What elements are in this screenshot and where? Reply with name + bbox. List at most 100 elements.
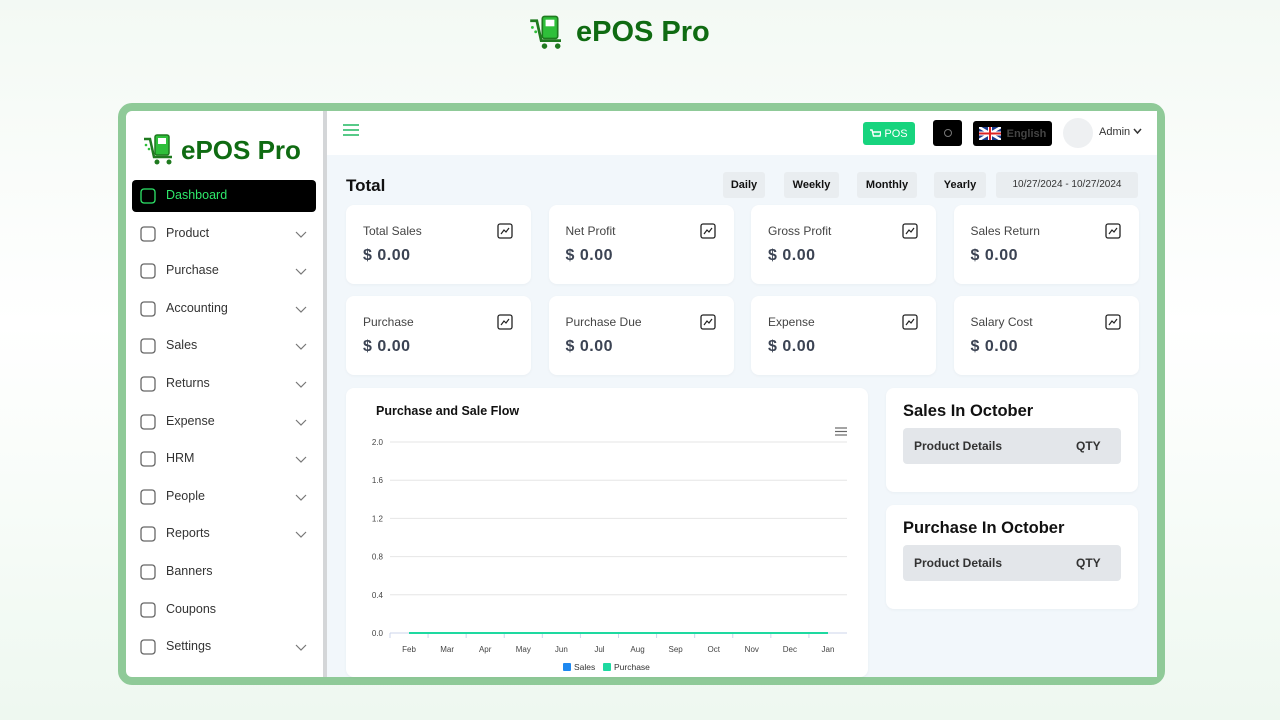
- menu-item[interactable]: Reports: [132, 518, 316, 550]
- chevron-shape: [295, 231, 307, 238]
- icon-detail: [500, 227, 510, 235]
- stat-card: Sales Return $ 0.00: [953, 205, 1139, 284]
- brand-title: ePOS Pro: [576, 16, 710, 48]
- avatar[interactable]: [1063, 118, 1093, 148]
- menu-label: Accounting: [166, 300, 228, 315]
- menu-item[interactable]: Coupons: [132, 594, 316, 626]
- chart-menu[interactable]: [835, 427, 847, 436]
- stat-label: Purchase: [363, 315, 414, 329]
- x-tick-label: Mar: [440, 645, 454, 654]
- icon-shape: [1104, 314, 1121, 330]
- menu-label: HRM: [166, 451, 195, 466]
- menu-icon: [140, 489, 156, 505]
- cart-shape: [870, 128, 882, 137]
- icon-shape: [140, 413, 156, 430]
- filter-button[interactable]: Yearly: [934, 172, 986, 198]
- legend-swatch: [603, 663, 611, 671]
- chevron: [295, 306, 307, 313]
- chevron: [295, 268, 307, 276]
- chevron-shape: [1133, 128, 1142, 135]
- filter-button[interactable]: Weekly: [784, 172, 839, 198]
- icon-shape: [902, 223, 918, 239]
- icon-detail: [905, 318, 915, 326]
- menu-item[interactable]: HRM: [132, 443, 316, 475]
- sun-shape: [943, 129, 952, 137]
- y-tick-label: 1.6: [372, 476, 384, 485]
- menu-toggle[interactable]: [342, 124, 360, 138]
- chevron-shape: [295, 494, 307, 501]
- stat-value: $ 0.00: [363, 247, 411, 264]
- chevron: [295, 381, 307, 388]
- cart: [530, 19, 561, 42]
- theme-toggle[interactable]: [933, 120, 962, 146]
- icon-shape: [140, 225, 156, 242]
- chevron-shape: [295, 531, 307, 539]
- pos-button[interactable]: POS: [863, 122, 915, 145]
- cart-icon: [870, 128, 882, 137]
- chevron-shape: [295, 644, 307, 652]
- menu-item[interactable]: Settings: [132, 631, 316, 663]
- sidebar-divider: [323, 111, 327, 677]
- chevron-shape: [295, 381, 307, 388]
- language-button[interactable]: English: [973, 121, 1052, 146]
- menu-label: People: [166, 488, 205, 503]
- cart: [144, 137, 172, 159]
- menu-item[interactable]: Sales: [132, 330, 316, 362]
- stat-icon: [902, 223, 918, 239]
- chart: Purchase and Sale Flow 0.0 0.4 0.8 1.2 1.6 2.0…: [372, 404, 847, 672]
- screen: [545, 19, 555, 27]
- stat-value: $ 0.00: [768, 247, 816, 264]
- stat-value: $ 0.00: [363, 338, 411, 355]
- menu-label: Dashboard: [166, 188, 228, 202]
- icon-shape: [902, 314, 918, 330]
- date-range[interactable]: 10/27/2024 - 10/27/2024: [996, 172, 1138, 198]
- panel-title: Sales In October: [903, 402, 1034, 420]
- stat-label: Salary Cost: [970, 315, 1033, 329]
- menu-icon: [140, 338, 156, 355]
- x-tick-label: Jul: [594, 645, 604, 654]
- chevron: [295, 456, 307, 464]
- stat-card: Total Sales $ 0.00: [346, 205, 531, 284]
- chevron: [295, 231, 307, 238]
- dot: [147, 147, 151, 151]
- menu-item[interactable]: Banners: [132, 556, 316, 588]
- menu-label: Coupons: [166, 601, 217, 616]
- menu-item[interactable]: Accounting: [132, 293, 316, 325]
- filter-button[interactable]: Daily: [723, 172, 765, 198]
- menu-icon: [140, 413, 156, 430]
- menu-item[interactable]: Purchase: [132, 255, 316, 287]
- wheel: [541, 43, 548, 49]
- menu-item[interactable]: Product: [132, 218, 316, 250]
- filter-button[interactable]: Monthly: [857, 172, 917, 198]
- menu-item[interactable]: People: [132, 481, 316, 513]
- icon-detail: [1108, 318, 1117, 326]
- menu-item[interactable]: Expense: [132, 406, 316, 438]
- menu-item[interactable]: Dashboard: [132, 180, 316, 212]
- flag-cross-red: [978, 127, 1001, 140]
- icon-shape: [140, 301, 156, 317]
- language-label: English: [1006, 127, 1047, 140]
- icon-shape: [497, 314, 513, 330]
- y-tick-label: 0.0: [372, 629, 384, 638]
- x-tick-label: May: [516, 645, 531, 654]
- icon-shape: [140, 489, 156, 505]
- x-tick-label: Feb: [402, 645, 416, 654]
- user-menu[interactable]: Admin: [1099, 126, 1142, 138]
- icon-shape: [140, 376, 156, 392]
- stat-value: $ 0.00: [768, 338, 816, 355]
- menu-icon: [140, 376, 156, 392]
- dashboard-title: Total: [346, 176, 386, 195]
- topbar: POS English Admin: [327, 111, 1157, 155]
- screen: [158, 138, 166, 144]
- icon-shape: [140, 263, 156, 279]
- column-header: Product Details: [914, 556, 1003, 570]
- icon-detail: [703, 227, 712, 235]
- stat-card: Expense $ 0.00: [751, 296, 936, 375]
- menu-label: Returns: [166, 376, 210, 390]
- stat-card: Net Profit $ 0.00: [548, 205, 734, 284]
- stat-icon: [497, 314, 513, 330]
- column-header: QTY: [1076, 556, 1101, 570]
- menu-item[interactable]: Returns: [132, 368, 316, 400]
- main-area: POS English Admin Total Daily Weekly Monthly Ye…: [327, 111, 1157, 677]
